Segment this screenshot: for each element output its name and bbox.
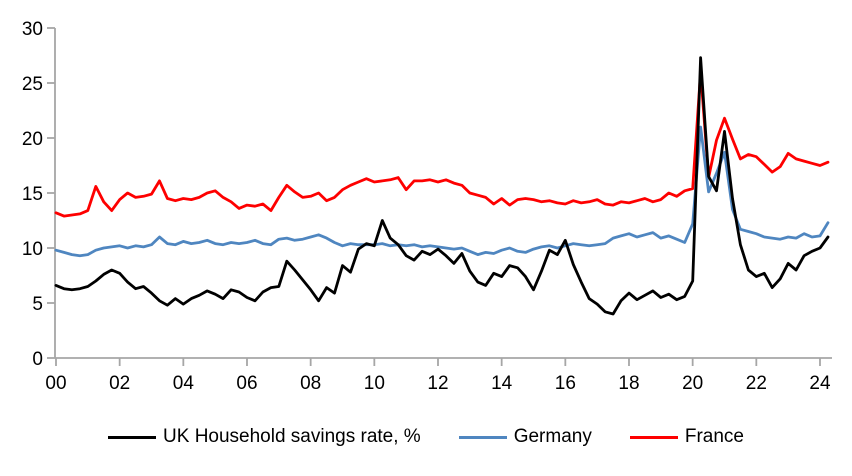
uk-line-swatch <box>108 435 157 439</box>
x-tick-label: 12 <box>427 373 448 394</box>
x-tick-label: 08 <box>300 373 321 394</box>
legend: UK Household savings rate, % Germany Fra… <box>0 426 852 448</box>
x-tick-label: 00 <box>45 373 66 394</box>
legend-label-germany: Germany <box>513 426 592 447</box>
germany-line-swatch <box>458 435 507 439</box>
y-tick-label: 30 <box>22 19 43 40</box>
x-tick-label: 20 <box>682 373 703 394</box>
x-tick-label: 02 <box>109 373 130 394</box>
x-tick-label: 16 <box>555 373 576 394</box>
france-series-line <box>54 70 830 218</box>
legend-item-france: France <box>629 426 744 448</box>
x-tick-label: 04 <box>173 373 195 394</box>
plot-area: 0 5 10 15 20 25 30 00 02 04 06 08 10 12 14 16 18 20 22 24 <box>22 19 832 394</box>
legend-item-germany: Germany <box>458 426 592 448</box>
legend-item-uk: UK Household savings rate, % <box>108 426 421 448</box>
legend-label-uk: UK Household savings rate, % <box>163 426 421 447</box>
y-tick-label: 0 <box>32 349 43 370</box>
y-tick-label: 10 <box>22 239 43 260</box>
y-tick-label: 25 <box>22 74 43 95</box>
x-tick-label: 06 <box>236 373 257 394</box>
france-line-swatch <box>629 435 678 439</box>
y-tick-label: 5 <box>32 294 43 315</box>
legend-label-france: France <box>684 426 744 447</box>
x-tick-label: 24 <box>809 373 831 394</box>
x-tick-label: 18 <box>618 373 639 394</box>
uk-series-line <box>54 56 830 316</box>
y-tick-label: 20 <box>22 129 43 150</box>
x-tick-label: 14 <box>491 373 513 394</box>
y-tick-label: 15 <box>22 184 43 205</box>
x-tick-label: 10 <box>364 373 385 394</box>
axes: 0 5 10 15 20 25 30 00 02 04 06 08 10 12 14 16 18 20 22 24 <box>22 19 832 394</box>
x-tick-label: 22 <box>746 373 767 394</box>
germany-series-line <box>54 125 830 258</box>
